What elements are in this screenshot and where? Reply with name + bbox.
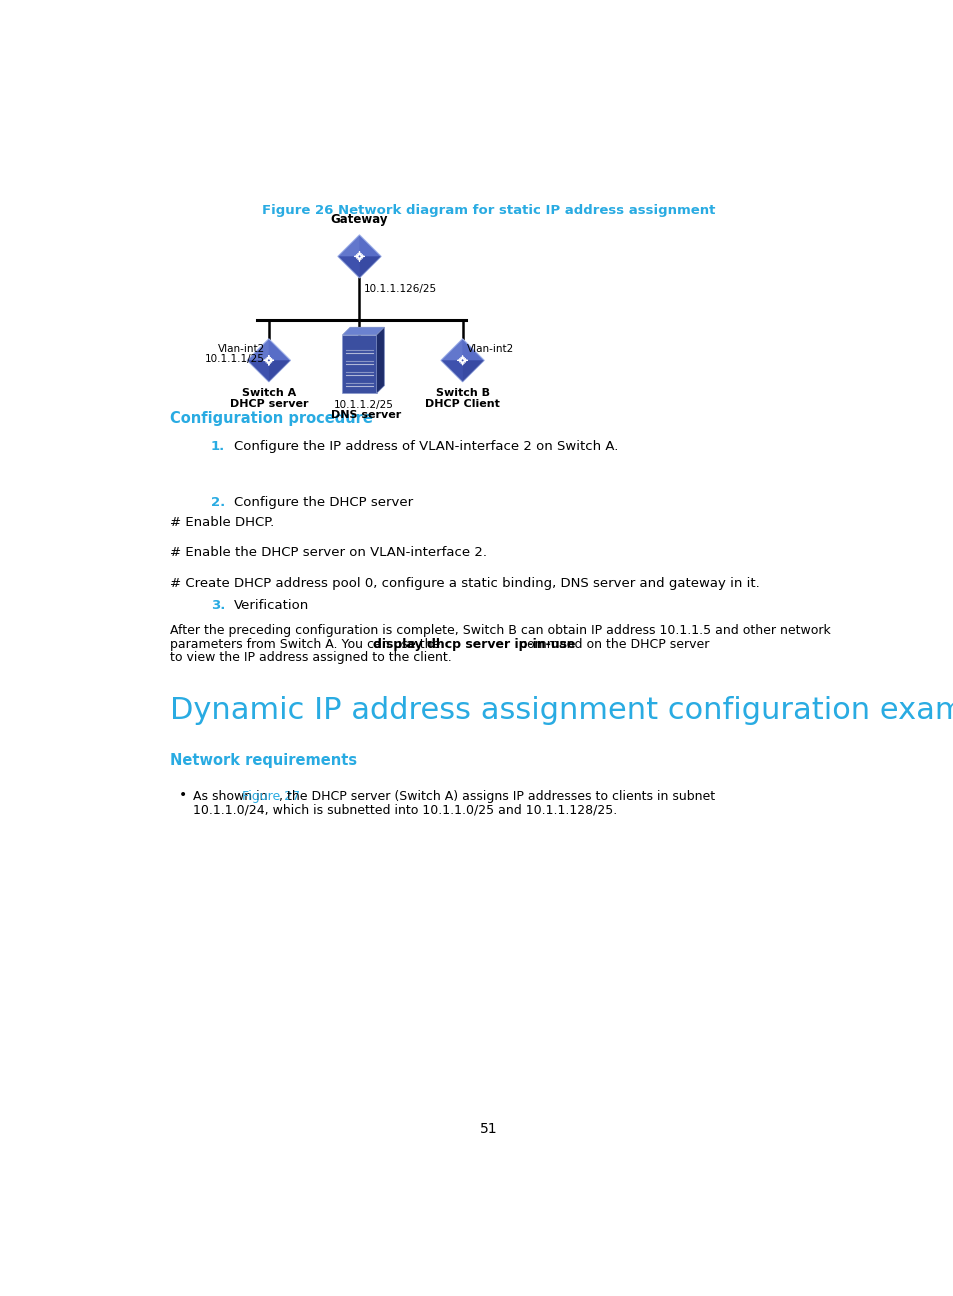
Text: DHCP server: DHCP server [230,399,308,408]
Text: # Create DHCP address pool 0, configure a static binding, DNS server and gateway: # Create DHCP address pool 0, configure … [170,577,759,590]
Polygon shape [376,327,384,394]
Polygon shape [359,257,381,277]
Text: •: • [178,788,187,802]
Text: Verification: Verification [233,599,309,612]
Text: 10.1.1.2/25: 10.1.1.2/25 [334,399,394,410]
Polygon shape [337,257,359,277]
Text: Network requirements: Network requirements [170,753,356,769]
Polygon shape [342,334,376,394]
Text: Configure the IP address of VLAN-interface 2 on Switch A.: Configure the IP address of VLAN-interfa… [233,441,618,454]
Text: # Enable DHCP.: # Enable DHCP. [170,516,274,529]
Text: Switch B: Switch B [436,388,489,398]
Text: 3.: 3. [211,599,225,612]
Text: display dhcp server ip-in-use: display dhcp server ip-in-use [373,638,575,651]
Polygon shape [440,338,462,360]
Polygon shape [376,327,384,394]
Text: 2.: 2. [211,496,225,509]
Text: DHCP Client: DHCP Client [425,399,499,408]
Polygon shape [247,360,269,382]
Text: 10.1.1.1/25: 10.1.1.1/25 [205,354,265,364]
Text: DNS server: DNS server [331,411,400,420]
Polygon shape [359,235,381,257]
Polygon shape [269,338,291,360]
Text: Figure 27: Figure 27 [242,791,300,804]
Text: 51: 51 [479,1122,497,1135]
Polygon shape [269,360,291,382]
Polygon shape [462,360,484,382]
Polygon shape [337,235,359,257]
Polygon shape [440,360,462,382]
Text: Gateway: Gateway [331,213,388,226]
Text: Switch A: Switch A [241,388,295,398]
Polygon shape [440,338,484,382]
Polygon shape [342,327,384,334]
Text: Vlan-int2: Vlan-int2 [466,343,513,354]
Polygon shape [462,338,484,360]
Text: Configure the DHCP server: Configure the DHCP server [233,496,413,509]
Text: 10.1.1.126/25: 10.1.1.126/25 [364,284,436,294]
Text: Dynamic IP address assignment configuration example: Dynamic IP address assignment configurat… [170,696,953,726]
Text: 1.: 1. [211,441,225,454]
Polygon shape [247,338,291,382]
Text: , the DHCP server (Switch A) assigns IP addresses to clients in subnet: , the DHCP server (Switch A) assigns IP … [278,791,715,804]
Polygon shape [337,235,381,277]
Text: Configuration procedure: Configuration procedure [170,411,372,425]
Text: After the preceding configuration is complete, Switch B can obtain IP address 10: After the preceding configuration is com… [170,625,829,638]
Text: command on the DHCP server: command on the DHCP server [516,638,709,651]
Text: As shown in: As shown in [193,791,271,804]
Text: to view the IP address assigned to the client.: to view the IP address assigned to the c… [170,651,451,664]
Text: Figure 26 Network diagram for static IP address assignment: Figure 26 Network diagram for static IP … [262,203,715,216]
Text: parameters from Switch A. You can use the: parameters from Switch A. You can use th… [170,638,443,651]
Polygon shape [342,327,384,334]
Text: Vlan-int2: Vlan-int2 [217,343,265,354]
Text: # Enable the DHCP server on VLAN-interface 2.: # Enable the DHCP server on VLAN-interfa… [170,547,486,560]
Polygon shape [247,338,269,360]
Text: 10.1.1.0/24, which is subnetted into 10.1.1.0/25 and 10.1.1.128/25.: 10.1.1.0/24, which is subnetted into 10.… [193,804,617,816]
